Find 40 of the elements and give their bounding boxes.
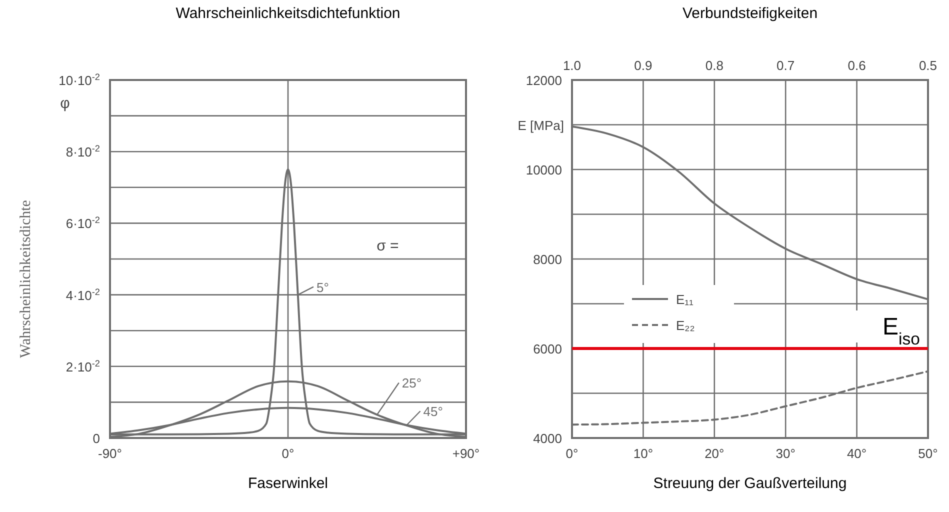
- y-tick-label: 12000: [526, 73, 562, 88]
- legend-label: 5°: [316, 280, 329, 295]
- annotation: σ =: [376, 237, 400, 254]
- y-tick-label: 4000: [533, 431, 562, 446]
- x-tick-label: 30°: [776, 446, 796, 461]
- x2-tick-label: 0.7: [776, 58, 795, 73]
- legend-label: 45°: [423, 404, 443, 420]
- x-tick-label: 20°: [704, 446, 724, 461]
- text: φ: [60, 95, 70, 112]
- y-tick-label: 10000: [526, 162, 562, 178]
- chart-title: Wahrscheinlichkeitsdichtefunktion: [176, 5, 400, 22]
- x-tick-label: -90°: [98, 446, 122, 461]
- x2-tick-label: 1.0: [562, 58, 582, 73]
- x-tick-label: 50°: [918, 446, 938, 461]
- x-tick-label: +90°: [452, 446, 480, 461]
- y-tick-label: 8000: [533, 252, 562, 267]
- y-tick-label: 6000: [533, 342, 562, 356]
- legend-label: E₁₁: [676, 292, 694, 307]
- x-tick-label: 40°: [846, 446, 867, 461]
- x-axis-title: Streuung der Gaußverteilung: [653, 475, 847, 492]
- y-tick-label: 6·10$^{-2}$: [66, 215, 100, 232]
- x2-tick-label: 0.8: [705, 58, 724, 73]
- y-tick-label: 0: [92, 431, 100, 446]
- legend-label: E₂₂: [676, 318, 695, 333]
- text: 25°: [402, 376, 422, 391]
- x2-tick-label: 0.9: [634, 58, 652, 73]
- x-tick-label: 0°: [566, 446, 578, 461]
- y-tick-label: 4·10$^{-2}$: [66, 286, 100, 303]
- y-tick-label: 2·10$^{-2}$: [66, 358, 100, 374]
- y-axis-title: E [MPa]: [518, 118, 564, 133]
- x-tick-label: 10°: [633, 446, 654, 461]
- ref-line-label: E$_{iso}$: [882, 314, 920, 348]
- chart-title: Verbundsteifigkeiten: [682, 5, 818, 22]
- x-axis-title: Faserwinkel: [248, 475, 328, 492]
- x2-tick-label: 0.5: [918, 58, 938, 73]
- y-tick-label: 10·10$^{-2}$: [58, 72, 100, 88]
- y-axis-title: Wahrscheinlichkeitsdichte: [18, 200, 34, 358]
- x2-tick-label: 0.6: [848, 58, 866, 73]
- y-tick-label: 8·10$^{-2}$: [66, 144, 100, 160]
- x-tick-label: 0°: [282, 446, 294, 461]
